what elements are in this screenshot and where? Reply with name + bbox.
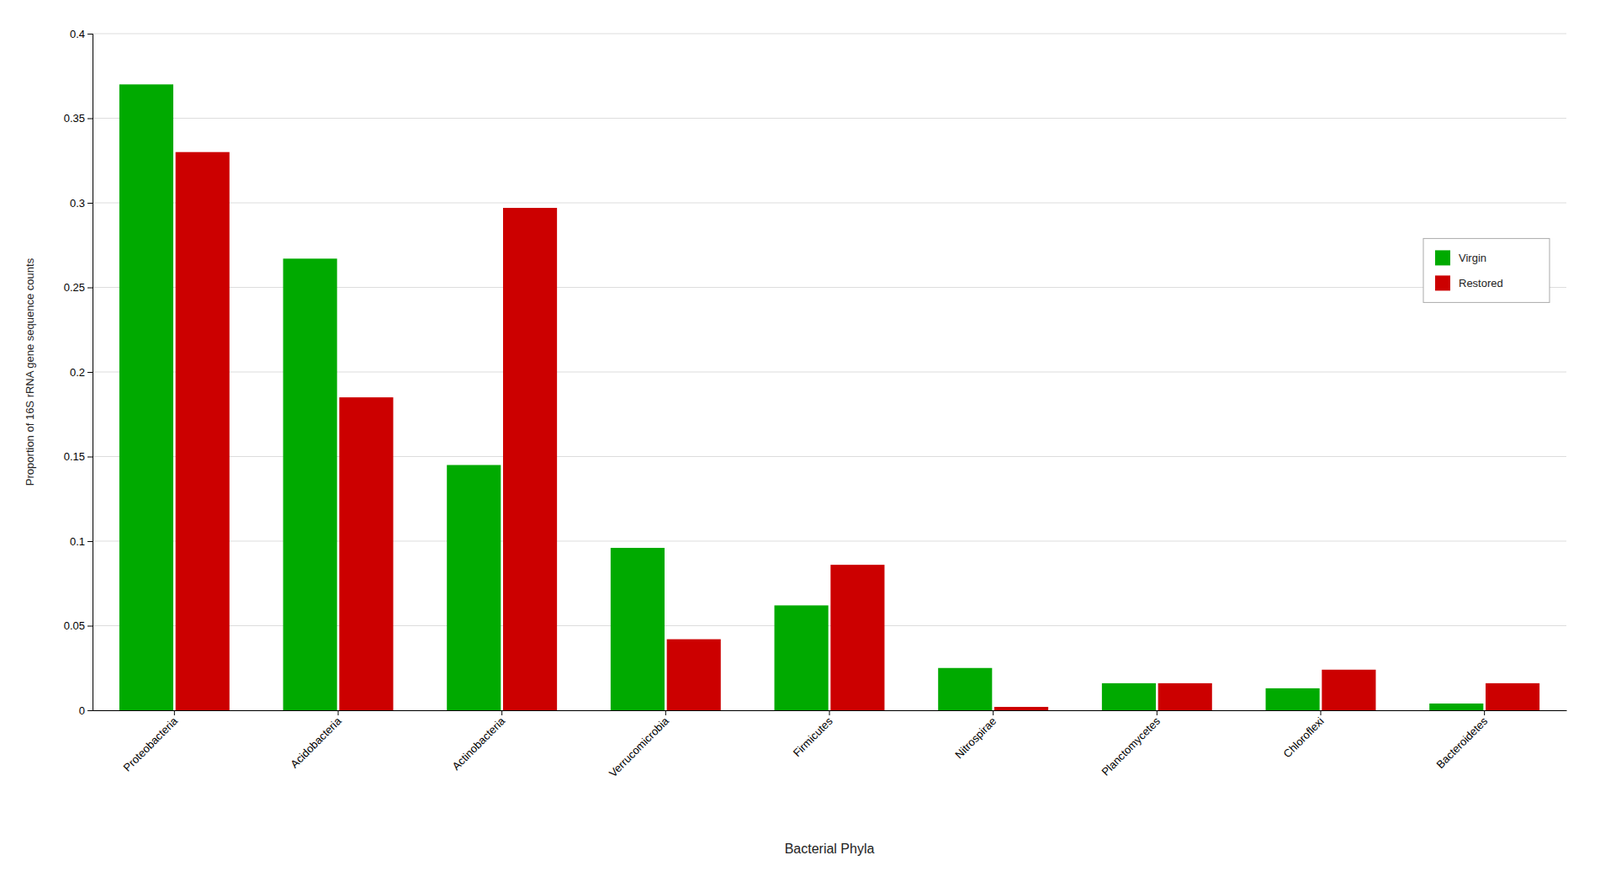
x-tick-label: Proteobacteria [121, 714, 181, 774]
bar [446, 465, 501, 710]
y-tick-mark [87, 118, 93, 120]
y-tick-label: 0.15 [63, 450, 85, 463]
y-tick-label: 0.2 [69, 365, 85, 379]
x-tick: Planctomycetes [1098, 709, 1163, 779]
x-axis: Proteobacteria Acidobacteria Actinobacteri… [93, 709, 1568, 779]
legend-label: Restored [1458, 276, 1504, 290]
y-tick: 0.25 [63, 280, 93, 294]
x-tick-label: Bacteroidetes [1433, 714, 1490, 771]
x-tick-mark [1156, 709, 1158, 716]
y-tick-label: 0.1 [69, 535, 85, 548]
y-tick: 0.15 [63, 450, 93, 463]
x-tick: Firmicutes [790, 709, 836, 759]
y-tick-mark [87, 456, 93, 458]
bar [175, 152, 230, 710]
x-tick-label: Verrucomicrobia [606, 714, 673, 780]
grid-line [92, 33, 1567, 35]
x-tick-mark [665, 709, 667, 716]
bar [937, 667, 992, 710]
chart-svg: 0 0.05 0.1 0.15 0.2 0.25 0.3 0.35 0.4 Proteobacte… [0, 0, 1600, 887]
bar [610, 547, 665, 710]
x-tick-label: Planctomycetes [1098, 714, 1163, 779]
x-tick: Acidobacteria [287, 709, 345, 771]
bar [774, 604, 829, 710]
bar [1266, 688, 1320, 710]
bar [1101, 683, 1156, 710]
x-tick-label: Actinobacteria [449, 714, 508, 773]
x-tick-label: Acidobacteria [287, 714, 345, 771]
bar [667, 639, 721, 710]
y-axis: 0 0.05 0.1 0.15 0.2 0.25 0.3 0.35 0.4 [63, 27, 94, 717]
grid-line [92, 202, 1567, 204]
y-tick: 0.35 [63, 111, 93, 125]
x-tick: Chloroflexi [1281, 709, 1327, 760]
x-tick-mark [338, 709, 340, 716]
x-tick: Nitrospirae [952, 709, 999, 761]
axis-domain [87, 34, 94, 711]
y-tick: 0.2 [69, 365, 93, 379]
x-tick-label: Firmicutes [790, 714, 836, 759]
bar [1429, 703, 1484, 710]
x-tick-mark [174, 709, 175, 716]
y-tick: 0.05 [63, 619, 93, 632]
y-axis-title: Proportion of 16S rRNA gene sequence cou… [23, 257, 37, 486]
bar [503, 207, 557, 710]
grid-line [92, 117, 1567, 119]
legend-swatch [1435, 275, 1451, 291]
x-tick: Proteobacteria [121, 709, 181, 774]
bar [1158, 683, 1213, 710]
legend-swatch [1435, 249, 1451, 265]
y-tick-label: 0.4 [69, 27, 85, 41]
legend-item: Restored [1435, 275, 1504, 291]
y-tick-mark [87, 625, 93, 627]
bars [119, 84, 1540, 710]
legend-box [1423, 238, 1550, 302]
y-tick-mark [87, 709, 93, 711]
x-axis-title: Bacterial Phyla [784, 841, 875, 856]
bar [119, 84, 174, 710]
y-tick-label: 0.35 [63, 111, 85, 125]
y-tick: 0.4 [69, 27, 93, 41]
bar [1321, 669, 1376, 710]
y-tick: 0.1 [69, 535, 93, 548]
bar [283, 258, 338, 710]
y-tick-mark [87, 540, 93, 542]
bar [830, 564, 885, 710]
x-tick: Bacteroidetes [1433, 709, 1490, 771]
y-tick-mark [87, 202, 93, 204]
x-tick-mark [829, 709, 831, 716]
bar-series [175, 152, 1540, 710]
x-tick-mark [1320, 709, 1322, 716]
y-tick-label: 0.3 [69, 196, 85, 210]
grid [92, 33, 1567, 710]
x-tick-mark [992, 709, 994, 716]
y-tick-mark [87, 371, 93, 373]
x-tick-label: Chloroflexi [1281, 714, 1327, 760]
chart-container: 0 0.05 0.1 0.15 0.2 0.25 0.3 0.35 0.4 Proteobacte… [0, 0, 1600, 887]
y-tick: 0.3 [69, 196, 93, 210]
legend-label: Virgin [1458, 251, 1487, 265]
bar-series [119, 84, 1484, 710]
legend: Virgin Restored [1423, 238, 1550, 302]
legend-item: Virgin [1435, 249, 1487, 265]
bar [339, 397, 393, 710]
plot-area: 0 0.05 0.1 0.15 0.2 0.25 0.3 0.35 0.4 Proteobacte… [23, 27, 1568, 856]
x-tick-mark [1483, 709, 1485, 716]
x-tick-label: Nitrospirae [952, 714, 999, 761]
y-tick-label: 0 [79, 704, 85, 717]
y-tick-label: 0.25 [63, 280, 85, 294]
bar [994, 706, 1049, 710]
x-tick: Verrucomicrobia [606, 709, 673, 779]
y-tick-mark [87, 33, 93, 35]
y-tick-mark [87, 287, 93, 289]
x-tick: Actinobacteria [449, 709, 508, 773]
y-tick: 0 [79, 704, 93, 717]
y-tick-label: 0.05 [63, 619, 85, 632]
x-tick-mark [501, 709, 503, 716]
bar [1485, 683, 1540, 710]
